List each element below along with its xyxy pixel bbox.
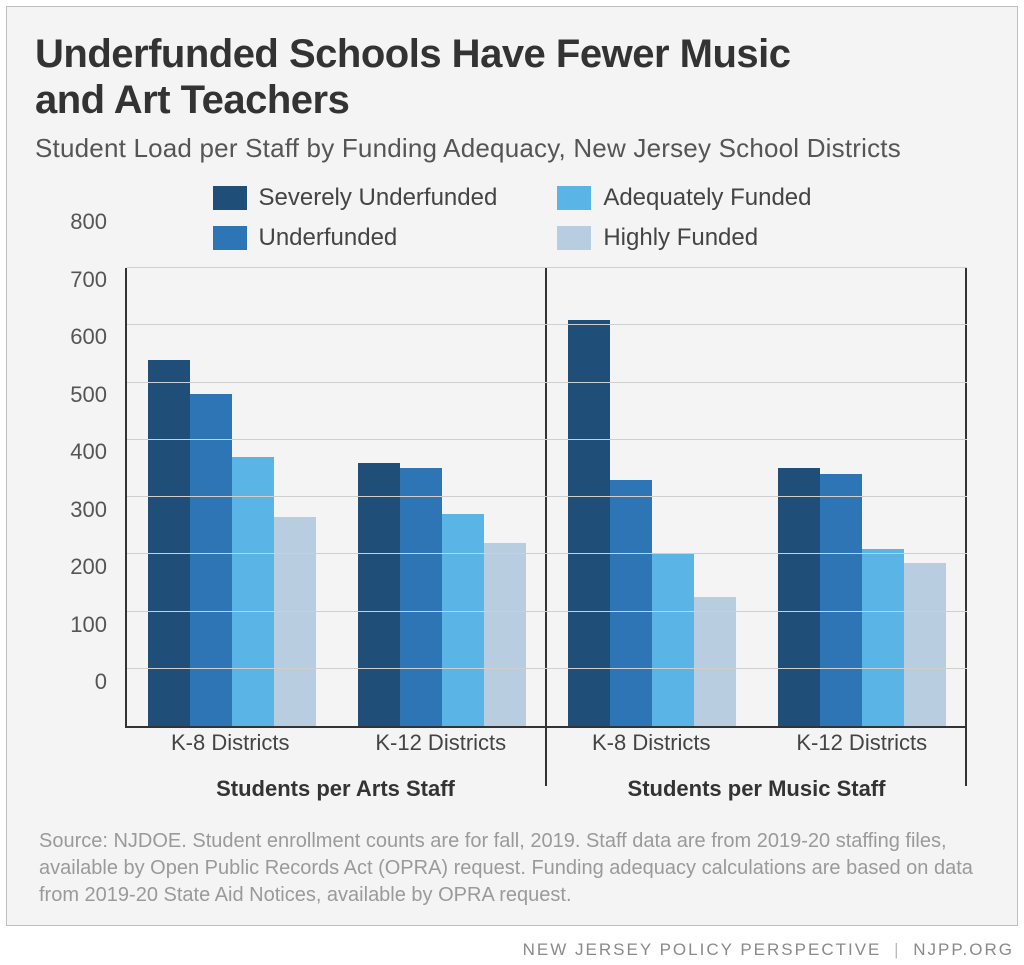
chart-subtitle: Student Load per Staff by Funding Adequa… <box>35 133 989 164</box>
x-super-label: Students per Arts Staff <box>125 776 546 802</box>
y-tick-label: 300 <box>47 497 107 523</box>
bar <box>442 514 484 726</box>
bars-container <box>127 268 967 726</box>
y-tick-label: 200 <box>47 554 107 580</box>
super-group <box>127 268 547 726</box>
bar <box>820 474 862 726</box>
plot-area <box>125 268 967 728</box>
bar <box>694 597 736 726</box>
gridline <box>127 324 967 325</box>
y-axis: 0100200300400500600700800 <box>47 268 117 728</box>
legend-item: Underfunded <box>213 224 498 252</box>
legend-swatch <box>213 226 247 250</box>
source-note: Source: NJDOE. Student enrollment counts… <box>39 828 985 909</box>
title-line-1: Underfunded Schools Have Fewer Music <box>35 32 791 76</box>
bar <box>232 457 274 726</box>
bar <box>652 554 694 726</box>
y-tick-label: 800 <box>47 209 107 235</box>
y-tick-label: 0 <box>47 669 107 695</box>
footer-site: NJPP.ORG <box>913 940 1014 959</box>
y-tick-label: 600 <box>47 324 107 350</box>
gridline <box>127 668 967 669</box>
gridline <box>127 553 967 554</box>
legend-item: Adequately Funded <box>557 184 811 212</box>
y-tick-label: 700 <box>47 267 107 293</box>
footer-separator: | <box>894 940 900 959</box>
legend-label: Underfunded <box>259 224 398 252</box>
bar-group <box>547 268 757 726</box>
y-tick-label: 500 <box>47 382 107 408</box>
super-group <box>547 268 967 726</box>
bar <box>358 463 400 726</box>
chart-card: Underfunded Schools Have Fewer Music and… <box>6 6 1018 926</box>
legend-swatch <box>557 226 591 250</box>
bar <box>190 394 232 726</box>
bar <box>778 468 820 726</box>
gridline <box>127 439 967 440</box>
legend-swatch <box>557 186 591 210</box>
x-super-labels: Students per Arts StaffStudents per Musi… <box>125 776 967 802</box>
x-super-label: Students per Music Staff <box>546 776 967 802</box>
y-tick-label: 100 <box>47 612 107 638</box>
bar <box>484 543 526 726</box>
x-group-label: K-12 Districts <box>336 730 547 764</box>
x-group-label: K-8 Districts <box>125 730 336 764</box>
x-sub-labels: K-8 DistrictsK-12 DistrictsK-8 Districts… <box>125 730 967 764</box>
group-separator <box>965 268 967 786</box>
legend-label: Adequately Funded <box>603 184 811 212</box>
gridline <box>127 382 967 383</box>
title-line-2: and Art Teachers <box>35 78 349 122</box>
x-group-label: K-12 Districts <box>757 730 968 764</box>
bar <box>400 468 442 726</box>
legend-label: Severely Underfunded <box>259 184 498 212</box>
bar <box>610 480 652 726</box>
legend-item: Highly Funded <box>557 224 811 252</box>
gridline <box>127 611 967 612</box>
bar-group <box>127 268 337 726</box>
y-tick-label: 400 <box>47 439 107 465</box>
legend: Severely Underfunded Underfunded Adequat… <box>35 184 989 252</box>
legend-item: Severely Underfunded <box>213 184 498 212</box>
footer-org: NEW JERSEY POLICY PERSPECTIVE <box>523 940 882 959</box>
chart-area: 0100200300400500600700800 K-8 DistrictsK… <box>47 268 977 788</box>
legend-label: Highly Funded <box>603 224 758 252</box>
bar-group <box>757 268 967 726</box>
x-group-label: K-8 Districts <box>546 730 757 764</box>
footer: NEW JERSEY POLICY PERSPECTIVE | NJPP.ORG <box>0 932 1024 964</box>
bar <box>568 320 610 726</box>
legend-swatch <box>213 186 247 210</box>
bar <box>148 360 190 726</box>
bar <box>862 549 904 726</box>
gridline <box>127 267 967 268</box>
chart-title: Underfunded Schools Have Fewer Music and… <box>35 31 989 123</box>
gridline <box>127 496 967 497</box>
bar <box>274 517 316 726</box>
bar-group <box>337 268 547 726</box>
bar <box>904 563 946 726</box>
